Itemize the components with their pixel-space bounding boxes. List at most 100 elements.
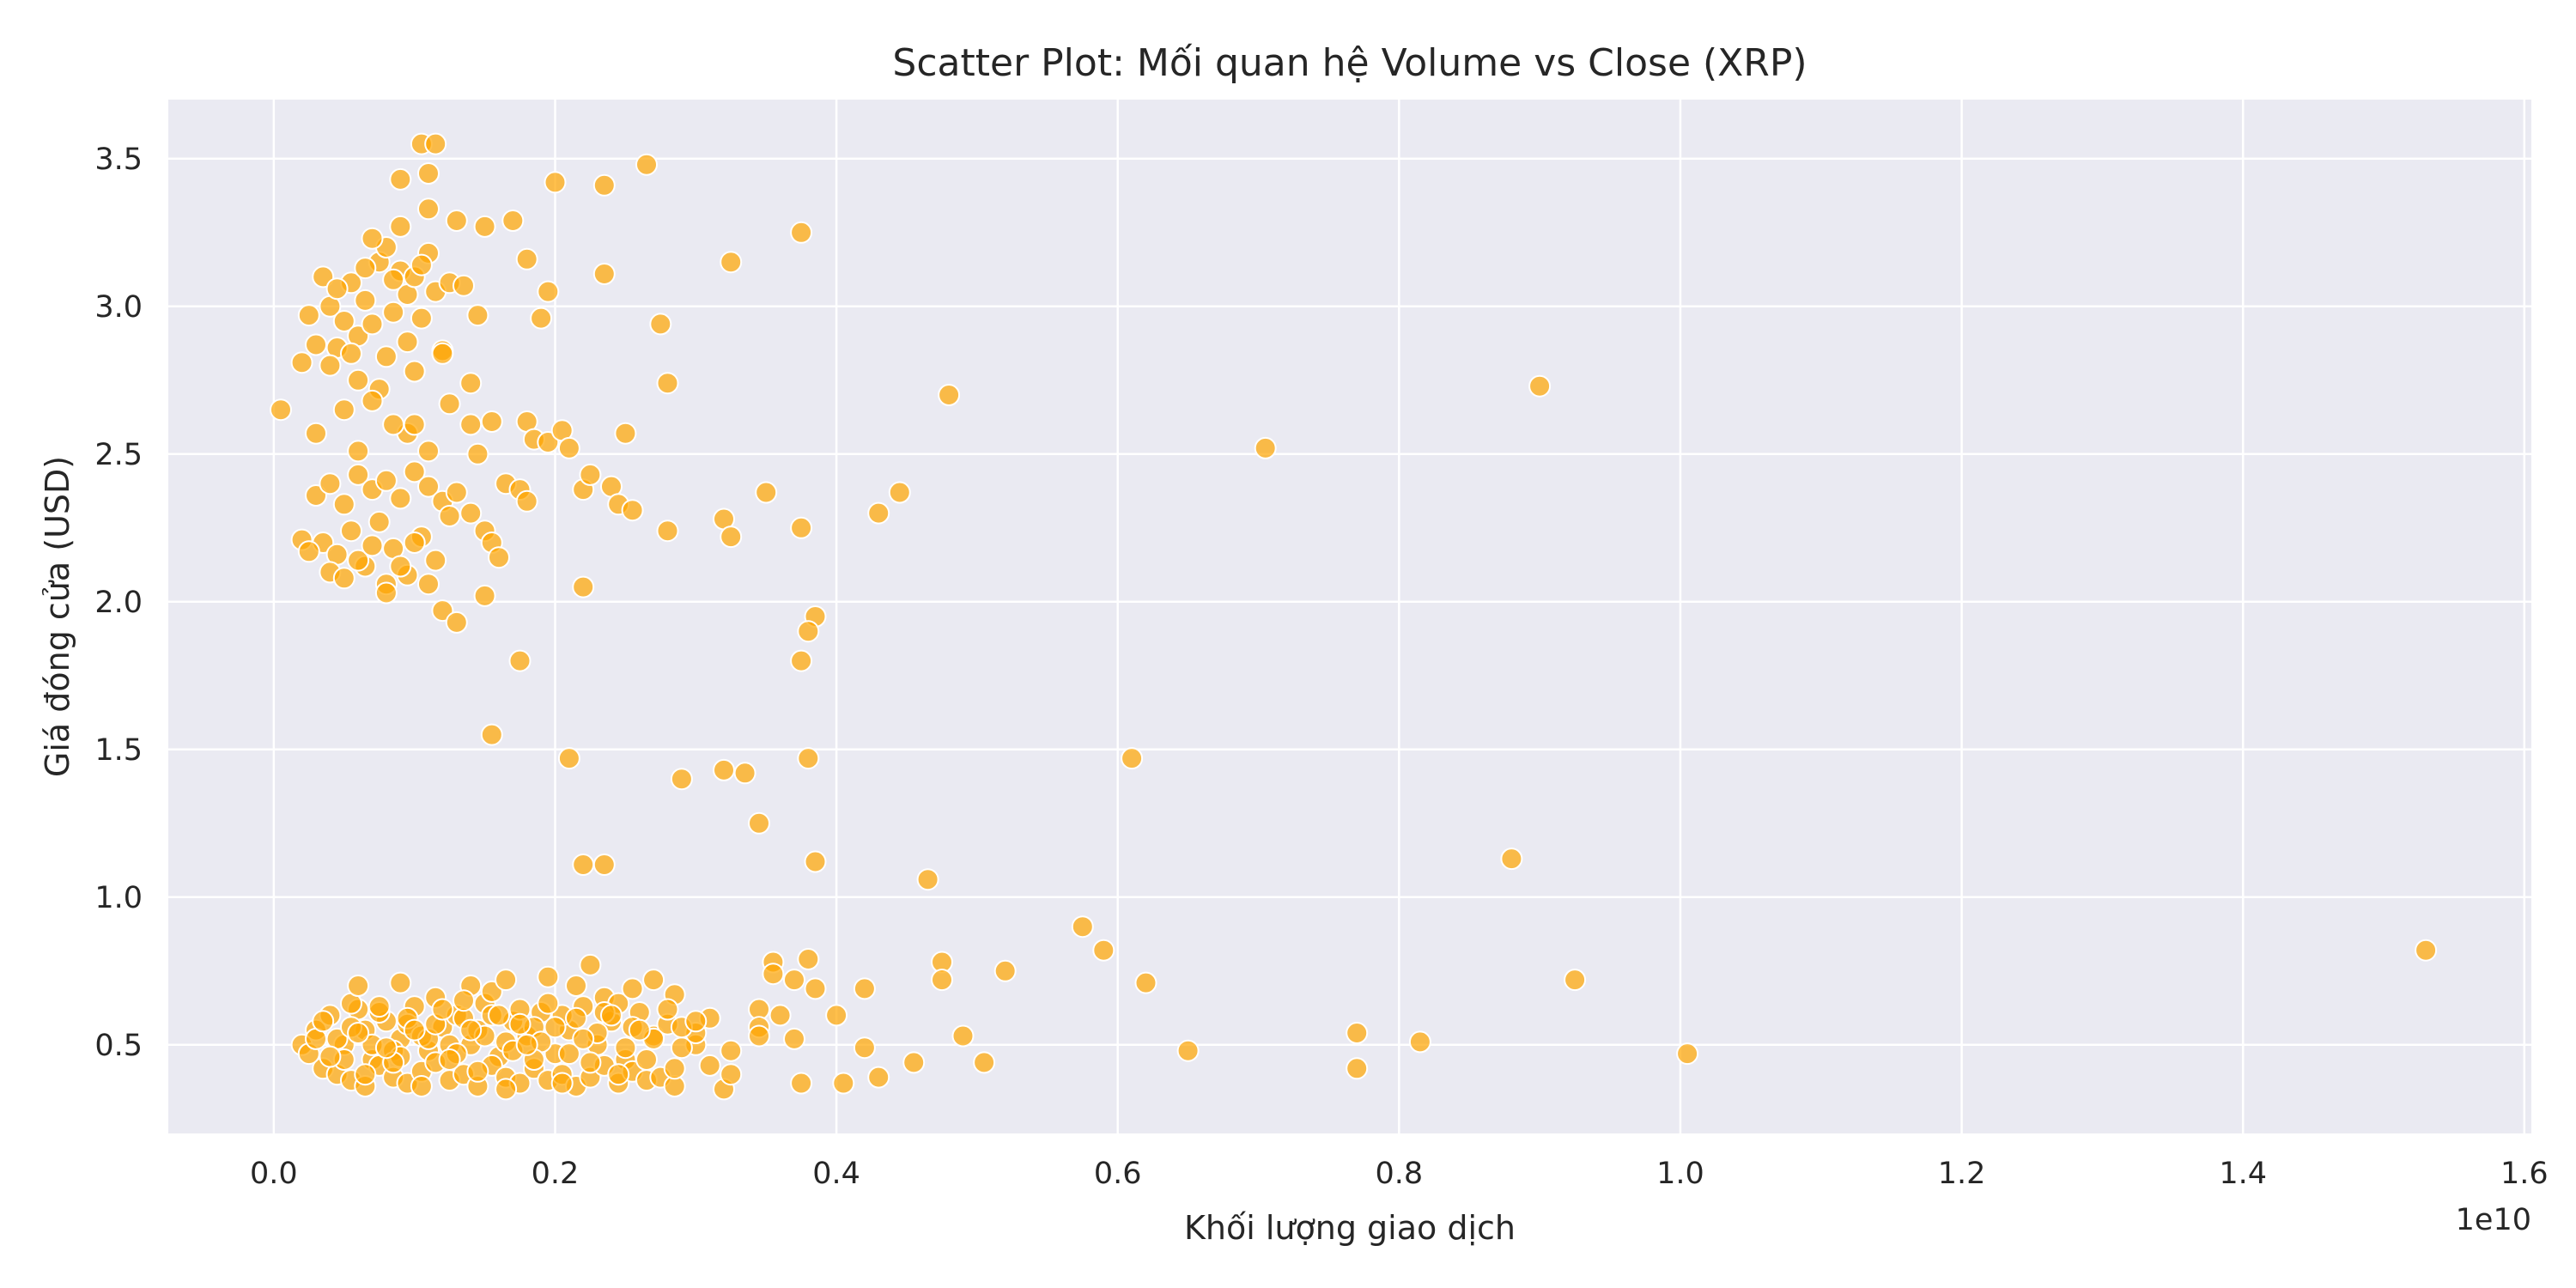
scatter-point <box>993 959 1017 982</box>
scatter-point <box>340 519 362 543</box>
scatter-point <box>396 331 419 354</box>
scatter-point <box>374 469 398 492</box>
scatter-point <box>347 368 370 392</box>
scatter-point <box>572 575 595 598</box>
scatter-point <box>572 1027 595 1050</box>
y-axis-label: Giá đóng cửa (USD) <box>39 456 76 777</box>
scatter-point <box>790 221 813 244</box>
x-tick-label: 1.4 <box>2219 1157 2267 1191</box>
scatter-point <box>720 1063 743 1086</box>
scatter-point <box>804 850 827 873</box>
scatter-point <box>938 384 961 406</box>
scatter-point <box>410 253 433 276</box>
scatter-point <box>557 747 580 770</box>
scatter-point <box>431 342 454 365</box>
scatter-point <box>755 481 778 504</box>
scatter-point <box>424 132 447 155</box>
plot-background <box>168 100 2531 1133</box>
scatter-point <box>403 532 426 554</box>
scatter-point <box>438 505 461 527</box>
scatter-point <box>431 998 454 1021</box>
y-tick-label: 2.5 <box>94 438 143 472</box>
scatter-point <box>670 768 693 791</box>
scatter-point <box>332 493 355 516</box>
scatter-point <box>347 975 370 997</box>
scatter-point <box>389 215 412 238</box>
scatter-point <box>473 215 496 238</box>
scatter-point <box>684 1010 708 1033</box>
scatter-point <box>368 995 391 1018</box>
scatter-point <box>403 1018 426 1042</box>
x-axis-ticks: 0.0 0.2 0.4 0.6 0.8 1.0 1.2 1.4 1.6 <box>250 1157 2549 1191</box>
scatter-point <box>389 555 412 578</box>
scatter-point <box>783 969 805 992</box>
scatter-point <box>790 649 813 672</box>
scatter-point <box>720 251 743 274</box>
scatter-point <box>720 1039 743 1062</box>
scatter-point <box>347 463 370 486</box>
scatter-point <box>417 573 440 596</box>
scatter-point <box>832 1072 855 1095</box>
scatter-point <box>297 304 320 327</box>
scatter-point <box>389 971 412 994</box>
x-tick-label: 0.0 <box>250 1157 298 1191</box>
scatter-point <box>508 649 532 672</box>
scatter-point <box>565 1006 587 1030</box>
x-axis-label: Khối lượng giao dịch <box>1184 1209 1516 1247</box>
x-tick-label: 1.2 <box>1938 1157 1986 1191</box>
y-tick-label: 3.0 <box>94 290 143 325</box>
scatter-point <box>297 540 320 563</box>
scatter-point <box>403 460 426 483</box>
y-tick-label: 1.0 <box>94 881 143 915</box>
scatter-point <box>635 153 658 176</box>
scatter-point <box>951 1024 975 1048</box>
scatter-point <box>733 762 756 785</box>
scatter-point <box>466 304 489 327</box>
scatter-point <box>389 167 412 191</box>
scatter-point <box>410 1075 433 1097</box>
scatter-point <box>445 611 468 634</box>
scatter-point <box>374 1036 398 1060</box>
scatter-point <box>635 1048 658 1071</box>
scatter-point <box>656 998 679 1021</box>
scatter-point <box>663 1057 686 1080</box>
grid-lines <box>168 100 2531 1133</box>
scatter-point <box>825 1004 848 1027</box>
scatter-point <box>382 301 405 324</box>
scatter-point <box>804 977 827 1000</box>
x-axis-offset-label: 1e10 <box>2456 1203 2531 1237</box>
scatter-point <box>459 501 483 525</box>
scatter-point <box>783 1027 805 1050</box>
scatter-point <box>417 440 440 463</box>
scatter-point <box>1254 436 1277 459</box>
scatter-point <box>1071 915 1094 939</box>
scatter-point <box>459 1018 483 1042</box>
scatter-point <box>417 162 440 185</box>
scatter-point <box>537 992 560 1015</box>
scatter-point <box>572 854 595 876</box>
x-tick-label: 0.6 <box>1094 1157 1142 1191</box>
scatter-point <box>347 549 370 572</box>
x-tick-label: 0.2 <box>532 1157 580 1191</box>
scatter-point <box>1346 1022 1369 1044</box>
y-tick-label: 0.5 <box>94 1029 143 1063</box>
scatter-point <box>720 526 743 549</box>
scatter-point <box>473 584 496 607</box>
scatter-point <box>557 436 580 459</box>
scatter-point <box>797 747 820 770</box>
scatter-point <box>614 1036 637 1060</box>
scatter-point <box>544 1016 567 1039</box>
scatter-point <box>867 501 890 525</box>
scatter-point <box>1092 939 1115 962</box>
scatter-point <box>621 977 644 1000</box>
scatter-point <box>453 989 475 1012</box>
scatter-point <box>515 489 538 513</box>
scatter-point <box>762 963 785 986</box>
scatter-point <box>332 310 355 332</box>
chart-title: Scatter Plot: Mối quan hệ Volume vs Clos… <box>892 41 1807 85</box>
scatter-point <box>382 413 405 436</box>
scatter-point <box>748 1024 770 1048</box>
scatter-point <box>417 197 440 221</box>
scatter-point <box>410 307 433 330</box>
